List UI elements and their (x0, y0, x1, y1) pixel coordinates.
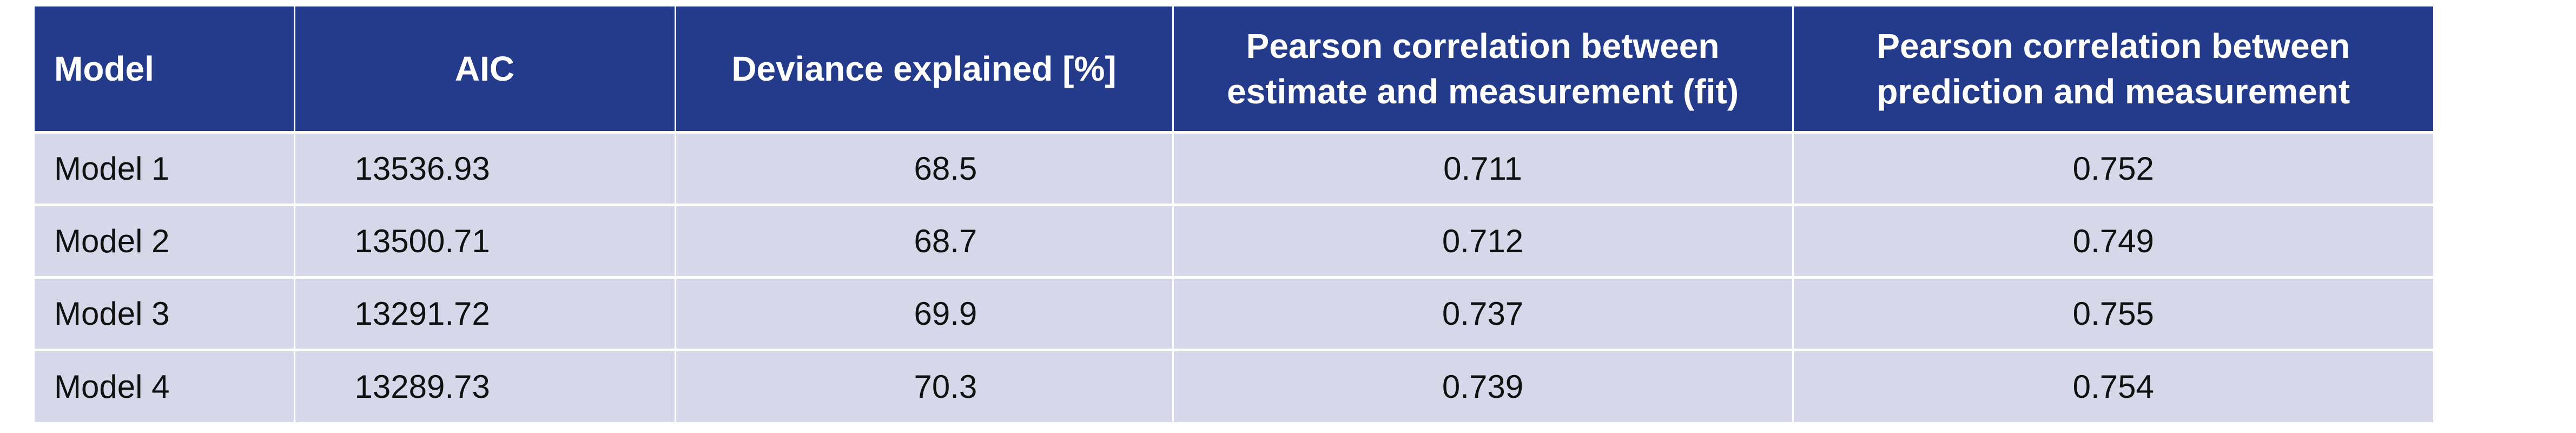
header-deviance-explained: Deviance explained [%] (674, 6, 1173, 132)
table-body: Model 1 13536.93 68.5 0.711 0.752 Model … (35, 130, 2433, 422)
cell-model: Model 2 (35, 203, 294, 277)
cell-aic: 13289.73 (293, 348, 675, 422)
cell-deviance: 68.5 (674, 130, 1173, 205)
cell-prediction: 0.749 (1792, 203, 2433, 277)
cell-deviance: 68.7 (674, 203, 1173, 277)
table-row: Model 3 13291.72 69.9 0.737 0.755 (35, 275, 2433, 350)
header-pearson-fit: Pearson correlation between estimate and… (1172, 6, 1793, 132)
cell-deviance: 70.3 (674, 348, 1173, 422)
cell-deviance: 69.9 (674, 275, 1173, 350)
table-row: Model 4 13289.73 70.3 0.739 0.754 (35, 348, 2433, 422)
table-row: Model 1 13536.93 68.5 0.711 0.752 (35, 130, 2433, 205)
cell-prediction: 0.752 (1792, 130, 2433, 205)
cell-prediction: 0.754 (1792, 348, 2433, 422)
cell-aic: 13500.71 (293, 203, 675, 277)
cell-model: Model 1 (35, 130, 294, 205)
cell-aic: 13291.72 (293, 275, 675, 350)
model-comparison-table-container: Model AIC Deviance explained [%] Pearson… (35, 6, 2433, 422)
cell-fit: 0.711 (1172, 130, 1793, 205)
header-pearson-prediction: Pearson correlation between prediction a… (1792, 6, 2433, 132)
cell-fit: 0.712 (1172, 203, 1793, 277)
cell-prediction: 0.755 (1792, 275, 2433, 350)
cell-model: Model 4 (35, 348, 294, 422)
model-comparison-table: Model AIC Deviance explained [%] Pearson… (35, 6, 2433, 422)
cell-fit: 0.739 (1172, 348, 1793, 422)
cell-aic: 13536.93 (293, 130, 675, 205)
header-aic: AIC (293, 6, 675, 132)
cell-model: Model 3 (35, 275, 294, 350)
table-row: Model 2 13500.71 68.7 0.712 0.749 (35, 203, 2433, 277)
cell-fit: 0.737 (1172, 275, 1793, 350)
header-model: Model (54, 49, 154, 88)
table-header: Model AIC Deviance explained [%] Pearson… (35, 6, 2433, 132)
header-row: Model AIC Deviance explained [%] Pearson… (35, 6, 2433, 132)
